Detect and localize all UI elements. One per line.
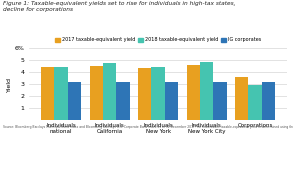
Legend: 2017 taxable-equivalent yield, 2018 taxable-equivalent yield, IG corporates: 2017 taxable-equivalent yield, 2018 taxa… bbox=[53, 35, 263, 44]
Bar bbox=[41, 67, 54, 120]
Bar bbox=[68, 82, 81, 120]
Bar bbox=[187, 65, 200, 120]
Bar bbox=[262, 82, 275, 120]
Text: Source: Bloomberg Barclays Municipal Bond Index and Bloomberg Barclays U.S. Corp: Source: Bloomberg Barclays Municipal Bon… bbox=[3, 125, 293, 129]
Bar bbox=[116, 82, 130, 120]
Bar bbox=[138, 68, 151, 120]
Bar bbox=[165, 82, 178, 120]
Bar bbox=[54, 67, 68, 120]
Bar bbox=[235, 77, 248, 120]
Y-axis label: Yield: Yield bbox=[7, 77, 12, 92]
Bar bbox=[200, 62, 214, 120]
Bar bbox=[248, 84, 262, 120]
Bar bbox=[214, 82, 227, 120]
Bar bbox=[90, 66, 103, 120]
Bar bbox=[151, 67, 165, 120]
Bar bbox=[103, 63, 116, 120]
Text: Figure 1: Taxable-equivalent yields set to rise for individuals in high-tax stat: Figure 1: Taxable-equivalent yields set … bbox=[3, 1, 236, 12]
